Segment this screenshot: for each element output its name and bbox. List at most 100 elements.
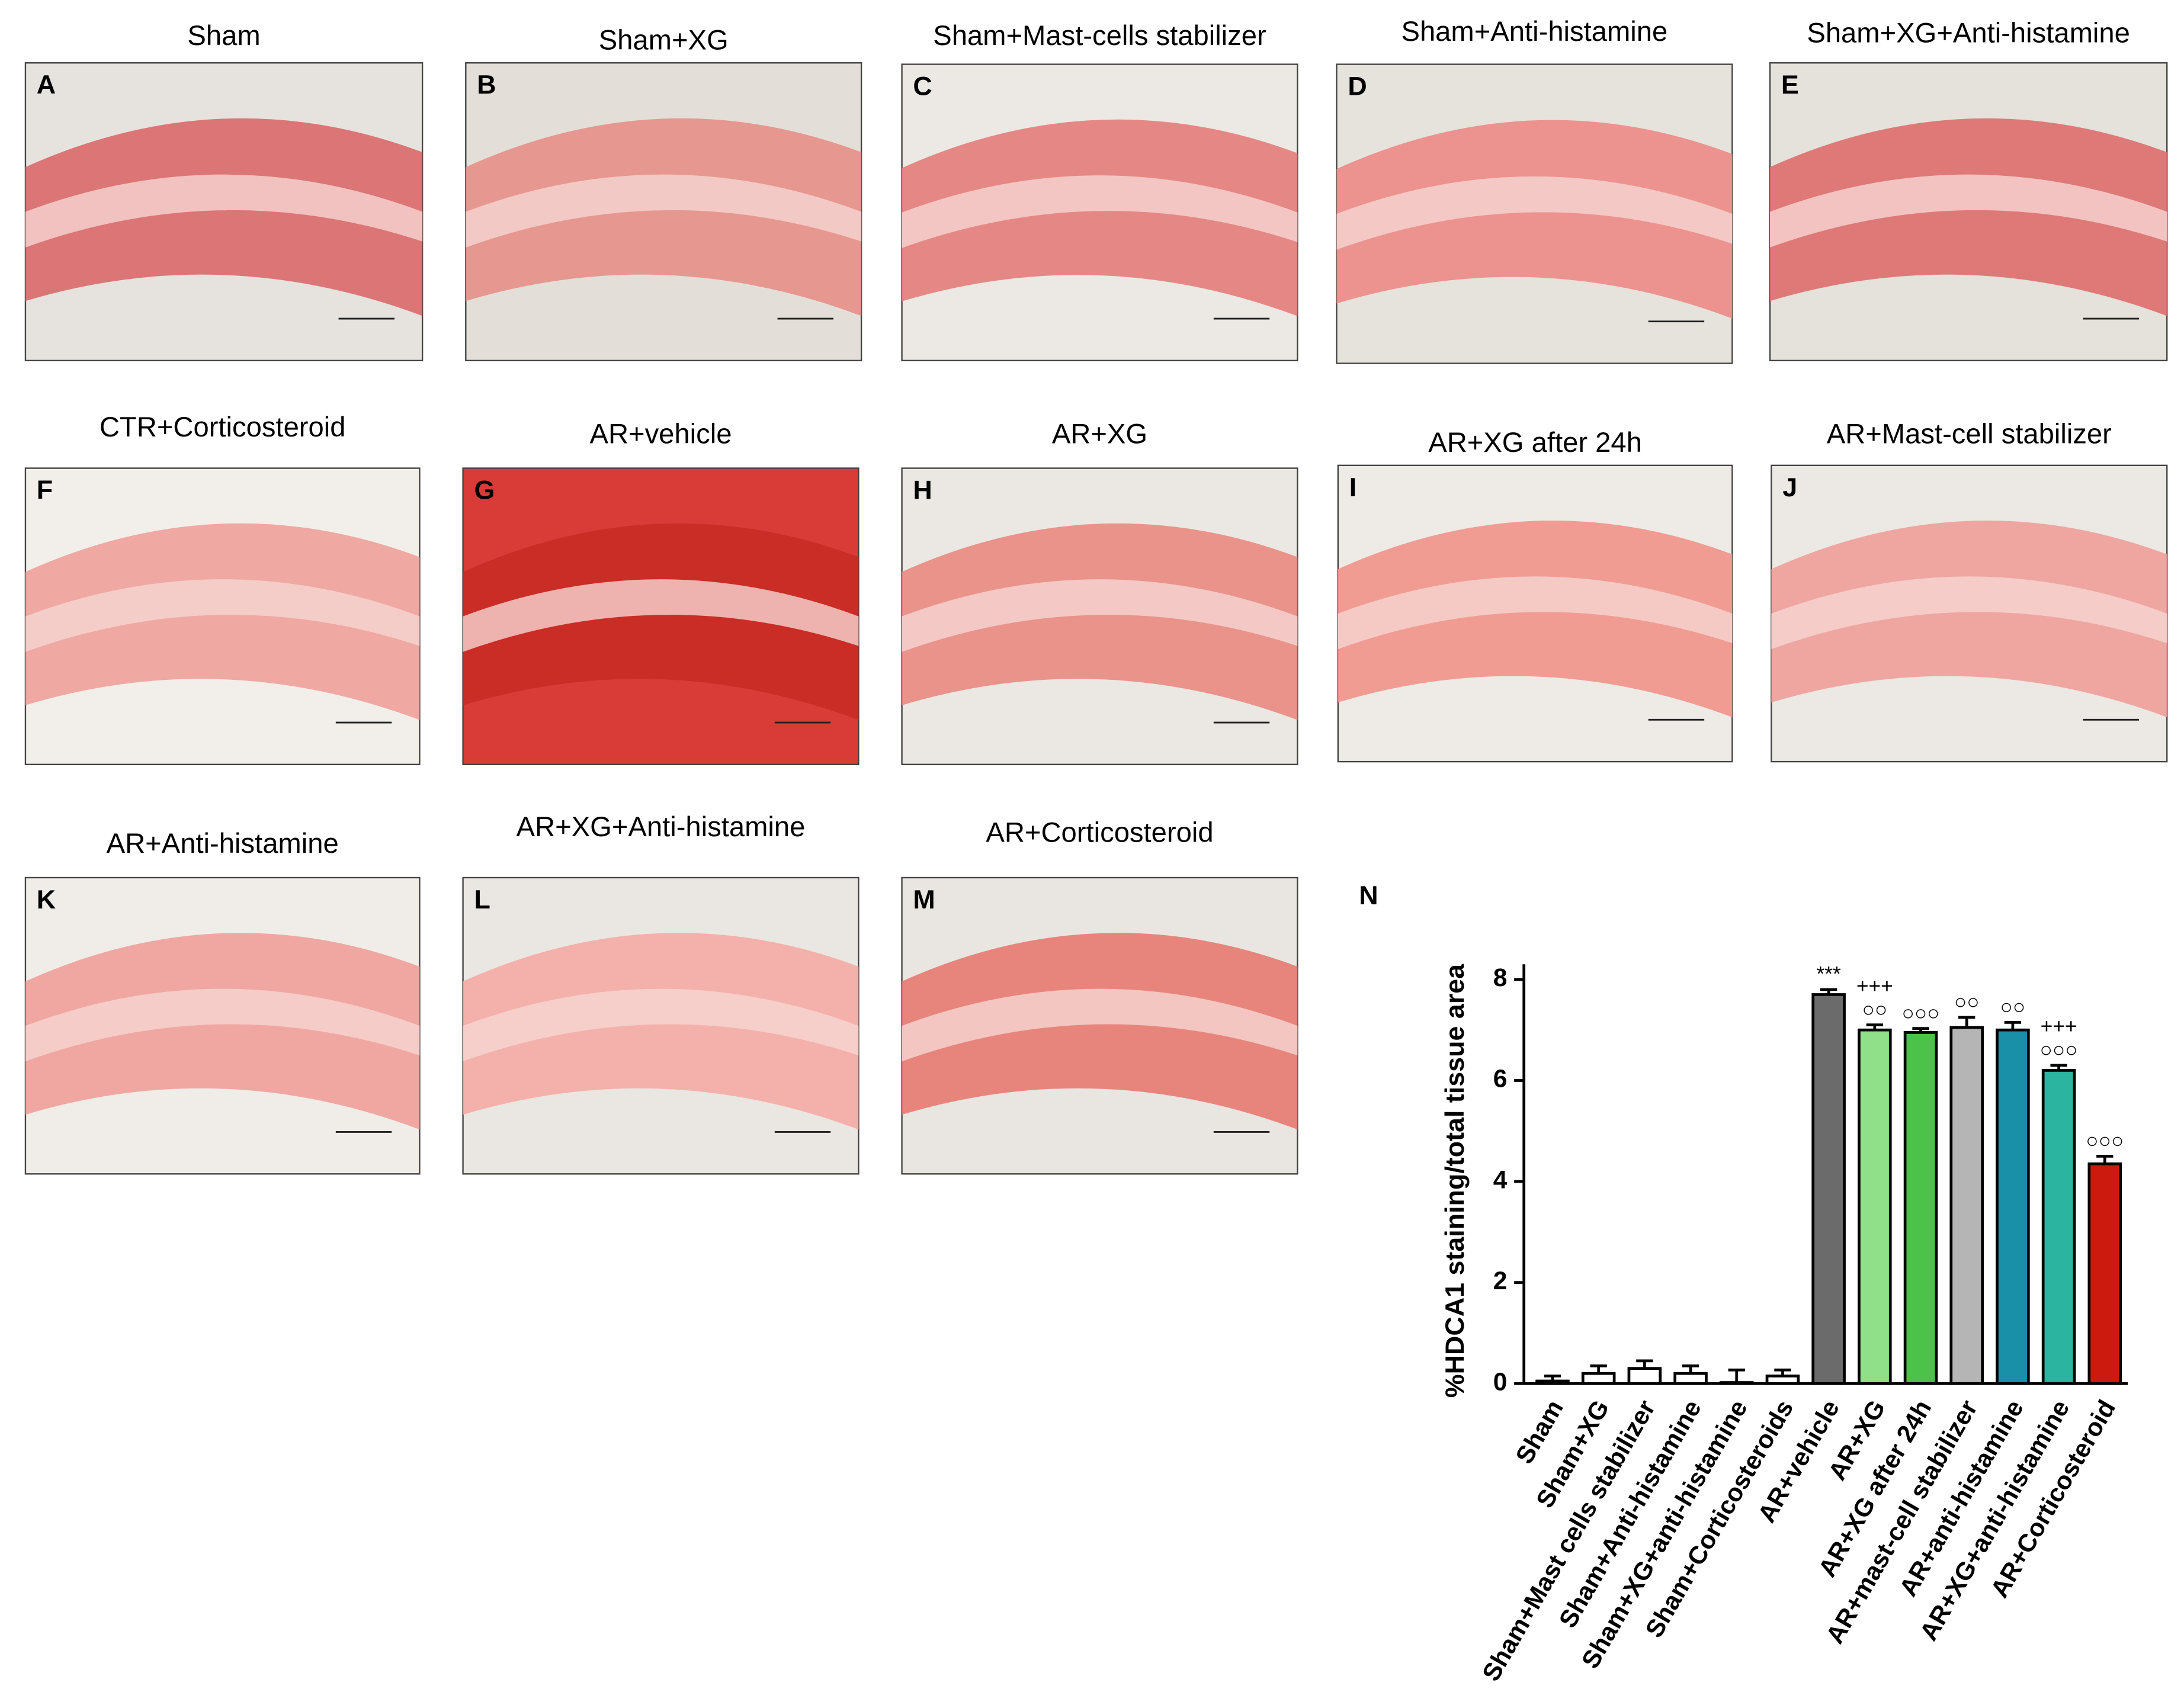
error-bar	[1866, 1023, 1883, 1030]
micrograph-panel	[462, 876, 860, 1175]
error-bar	[1820, 988, 1837, 995]
panel-letter: M	[913, 884, 935, 914]
panel-title: AR+XG	[1052, 419, 1147, 450]
y-axis-label: %HDCA1 staining/total tissue area	[1439, 964, 1470, 1398]
tissue-layer	[1336, 176, 1733, 250]
error-bar	[2050, 1064, 2067, 1071]
bar	[1535, 1379, 1570, 1385]
panel-letter: D	[1348, 71, 1367, 101]
tissue	[902, 523, 1298, 720]
tissue-layer	[902, 175, 1298, 248]
panel-letter: N	[1359, 880, 1378, 910]
panel-title: AR+Mast-cell stabilizer	[1827, 419, 2112, 450]
micrograph-panel	[1771, 464, 2168, 763]
significance-label: ○○	[2000, 996, 2026, 1019]
bar	[1949, 1026, 1984, 1385]
significance-label: ○○	[1862, 998, 1887, 1021]
tissue	[902, 933, 1298, 1130]
tissue-layer	[1338, 576, 1733, 650]
significance-label: ○○○	[1901, 1001, 1939, 1025]
panel-letter: B	[477, 69, 496, 99]
micrograph-panel	[1769, 62, 2168, 362]
tissue	[902, 119, 1298, 316]
micrograph-panel	[465, 62, 862, 362]
micrograph-panel	[901, 876, 1298, 1175]
bar	[2087, 1162, 2122, 1385]
micrograph-panel	[24, 62, 424, 362]
panel-letter: H	[913, 475, 932, 505]
panel-title: Sham+XG+Anti-histamine	[1807, 17, 2130, 49]
error-bar	[1958, 1016, 1975, 1028]
tissue-layer	[463, 579, 859, 652]
bar	[1903, 1031, 1938, 1385]
tissue	[1336, 120, 1733, 319]
micrograph-panel	[24, 467, 421, 766]
panel-title: AR+XG after 24h	[1428, 427, 1642, 458]
panel-letter: E	[1781, 69, 1799, 99]
significance-label: ***	[1816, 963, 1841, 986]
bar	[1996, 1028, 2030, 1385]
panel-letter: K	[37, 884, 56, 914]
y-tick-label: 0	[1493, 1367, 1508, 1395]
y-tick-label: 6	[1493, 1065, 1508, 1093]
micrograph-panel	[901, 63, 1298, 362]
error-bar	[2004, 1021, 2022, 1030]
tissue-layer	[25, 988, 420, 1062]
error-bar	[1912, 1027, 1929, 1033]
error-bar	[1774, 1368, 1791, 1376]
panel-letter: L	[474, 884, 490, 914]
bar	[1858, 1028, 1892, 1385]
panel-title: AR+XG+Anti-histamine	[517, 811, 806, 843]
tissue	[466, 118, 862, 316]
error-bar	[1682, 1364, 1699, 1374]
y-tick-label: 2	[1493, 1267, 1508, 1295]
tissue-layer	[25, 174, 423, 248]
tissue	[1771, 521, 2167, 718]
panel-title: AR+vehicle	[589, 419, 732, 450]
bar	[1765, 1375, 1800, 1385]
significance-label: ○○○	[2040, 1039, 2078, 1062]
y-tick-label: 4	[1493, 1165, 1508, 1193]
bar	[1673, 1372, 1708, 1385]
micrograph-panel	[901, 467, 1298, 766]
error-bar	[2096, 1155, 2114, 1164]
tissue-layer	[463, 988, 859, 1062]
panel-title: AR+Corticosteroid	[986, 817, 1213, 848]
panel-title: CTR+Corticosteroid	[100, 412, 346, 443]
panel-letter: C	[913, 71, 932, 101]
panel-title: Sham	[187, 20, 260, 52]
tissue-layer	[902, 579, 1298, 652]
error-bar	[1636, 1359, 1653, 1369]
panel-letter: G	[474, 475, 495, 505]
tissue	[25, 118, 423, 316]
tissue-layer	[1771, 576, 2167, 650]
panel-letter: I	[1349, 472, 1356, 502]
bar	[1627, 1367, 1662, 1385]
tissue	[463, 933, 859, 1130]
bar	[2041, 1069, 2076, 1385]
panel-title: Sham+XG	[599, 24, 729, 56]
tissue	[1770, 118, 2167, 316]
panel-title: AR+Anti-histamine	[107, 828, 339, 859]
panel-letter: J	[1782, 472, 1797, 502]
error-bar	[1544, 1375, 1561, 1381]
tissue-layer	[25, 579, 420, 652]
significance-label: ○○○	[2086, 1129, 2124, 1152]
tissue-layer	[466, 174, 862, 248]
significance-label: ○○	[1954, 991, 1980, 1014]
bar	[1581, 1372, 1616, 1385]
micrograph-panel	[1337, 464, 1733, 763]
panel-letter: F	[37, 475, 53, 505]
micrograph-panel	[462, 467, 860, 766]
tissue-layer	[1770, 174, 2167, 248]
significance-label: +++	[1856, 974, 1893, 997]
significance-label: +++	[2041, 1015, 2077, 1038]
panel-title: Sham+Anti-histamine	[1401, 16, 1667, 47]
micrograph-panel	[24, 876, 421, 1175]
panel-letter: A	[37, 69, 56, 99]
bar	[1719, 1381, 1754, 1385]
error-bar	[1728, 1368, 1745, 1383]
tissue	[25, 523, 420, 720]
